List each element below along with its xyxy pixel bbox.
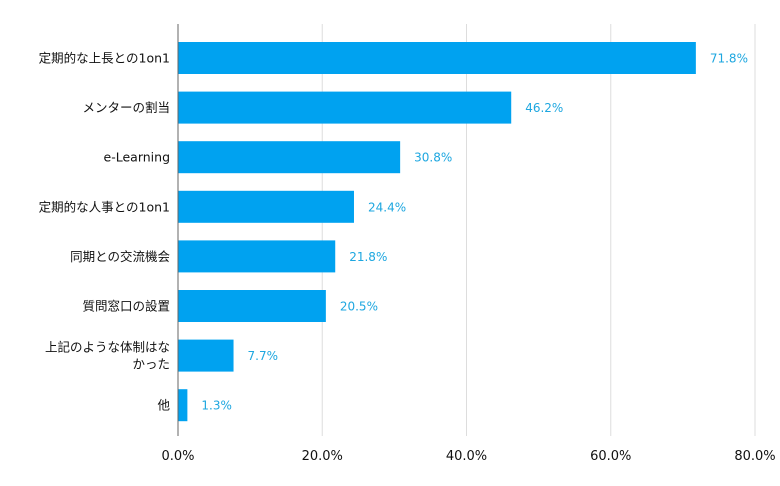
bar	[178, 339, 234, 372]
x-tick-label: 40.0%	[446, 449, 487, 464]
x-tick-label: 0.0%	[161, 449, 194, 464]
category-label: 他	[157, 398, 170, 413]
category-label: かった	[132, 357, 170, 372]
category-label: 上記のような体制はな	[45, 340, 170, 355]
value-label: 46.2%	[525, 101, 563, 115]
category-label: メンターの割当	[82, 100, 170, 115]
x-tick-label: 20.0%	[302, 449, 343, 464]
category-label: 同期との交流機会	[70, 249, 170, 264]
category-labels: 定期的な上長との1on1 メンターの割当 e-Learning 定期的な人事との1on…	[39, 51, 171, 413]
bar	[178, 190, 354, 223]
bar	[178, 240, 336, 273]
bar	[178, 141, 401, 174]
bar	[178, 91, 512, 124]
x-tick-label: 60.0%	[590, 449, 631, 464]
bar	[178, 42, 696, 74]
value-label: 7.7%	[248, 349, 279, 363]
category-label: 質問窓口の設置	[82, 299, 170, 314]
category-label: 定期的な上長との1on1	[39, 51, 170, 66]
value-label: 20.5%	[340, 300, 378, 314]
x-tick-labels: 0.0% 20.0% 40.0% 60.0% 80.0%	[161, 449, 775, 464]
value-label: 24.4%	[368, 200, 406, 214]
value-label: 71.8%	[710, 52, 748, 66]
category-label: 定期的な人事との1on1	[39, 199, 170, 214]
grid-lines	[321, 24, 756, 436]
value-label: 30.8%	[414, 151, 452, 165]
category-label: e-Learning	[104, 150, 170, 165]
bars	[178, 42, 696, 422]
value-labels: 71.8% 46.2% 30.8% 24.4% 21.8% 20.5% 7.7% 1.3%	[201, 52, 748, 413]
value-label: 1.3%	[201, 399, 232, 413]
x-tick-label: 80.0%	[734, 449, 775, 464]
value-label: 21.8%	[349, 250, 387, 264]
bar	[178, 290, 326, 322]
bar	[178, 389, 188, 422]
